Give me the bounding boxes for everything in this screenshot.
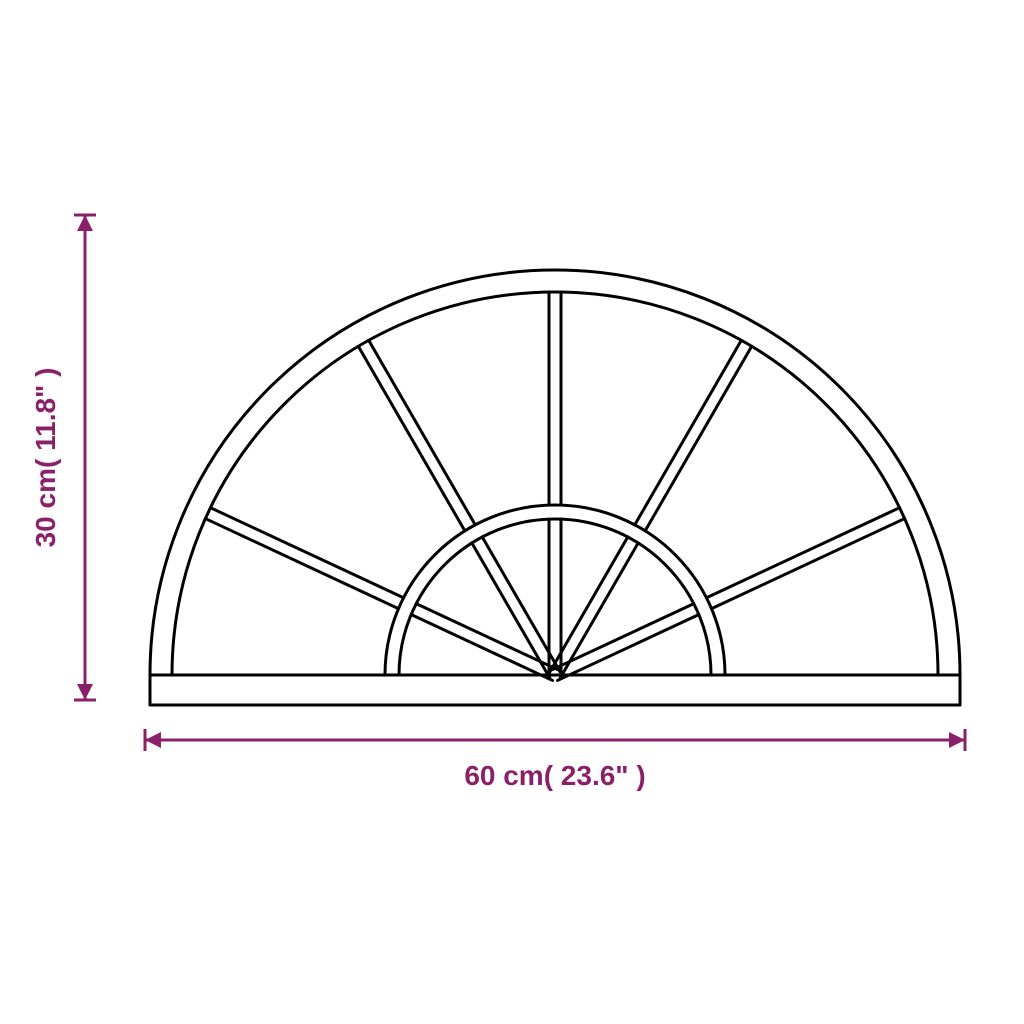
half-circle-window (150, 270, 960, 705)
dimension-diagram: 30 cm( 11.8" ) 60 cm( 23.6" ) (0, 0, 1024, 1024)
height-label: 30 cm( 11.8" ) (30, 368, 61, 548)
width-label: 60 cm( 23.6" ) (464, 760, 645, 791)
dimension-lines (74, 215, 965, 751)
